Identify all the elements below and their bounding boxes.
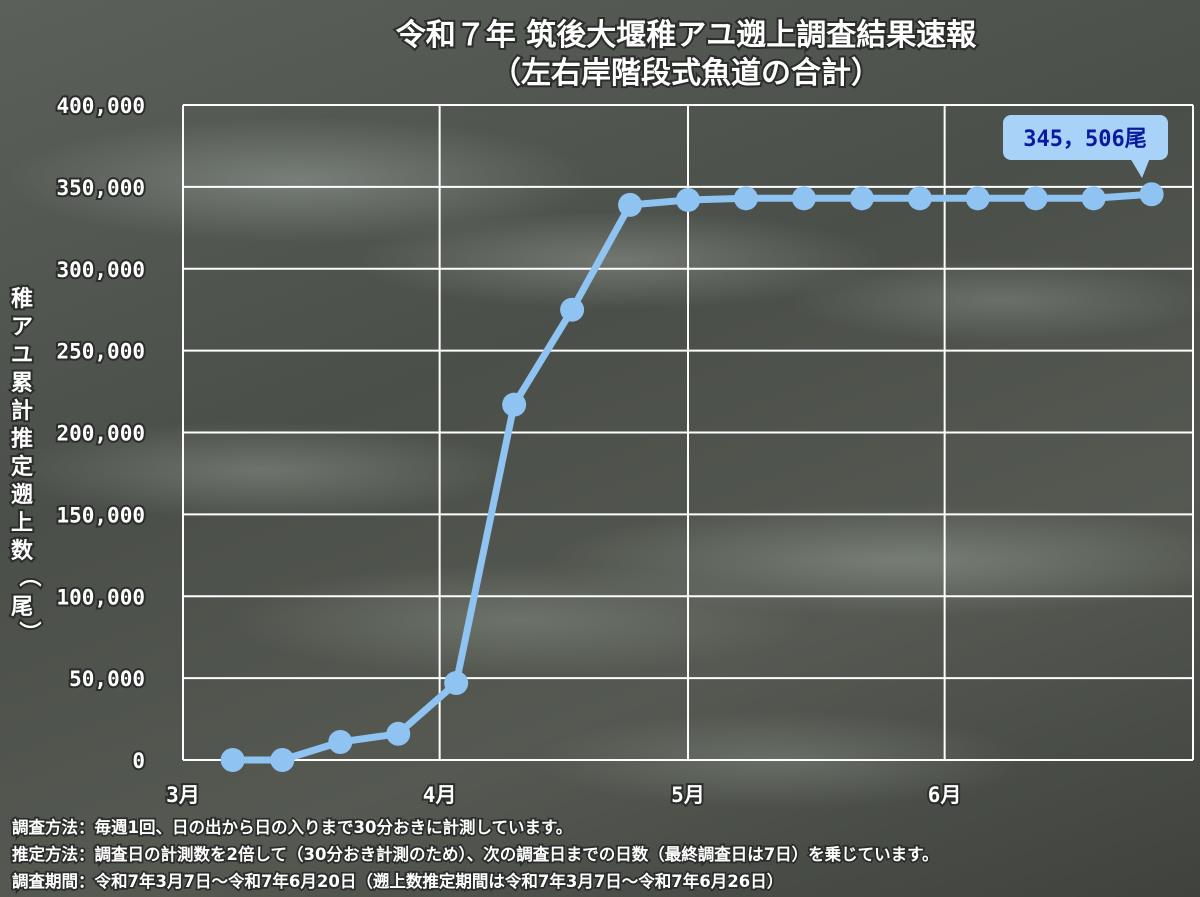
- data-point: [328, 729, 353, 754]
- chart-subtitle: （左右岸階段式魚道の合計）: [491, 56, 881, 91]
- y-tick-label: 100,000: [56, 585, 145, 609]
- note-method: 調査方法：毎週1回、日の出から日の入りまで30分おきに計測しています。: [12, 817, 572, 837]
- y-tick-label: 150,000: [56, 503, 145, 527]
- y-axis-label-char: ）: [16, 621, 41, 643]
- y-axis-label-char: ユ: [11, 343, 33, 368]
- note-period: 調査期間：令和7年3月7日～令和7年6月20日（遡上数推定期間は令和7年3月7日…: [12, 871, 783, 891]
- x-tick-label: 5月: [671, 783, 705, 807]
- x-axis-ticks: 3月 4月 5月 6月: [164, 781, 963, 809]
- callout-text: 345，506尾: [1023, 127, 1146, 152]
- y-axis-label-char: 上: [11, 511, 33, 536]
- value-callout: 345，506尾: [1003, 115, 1168, 178]
- data-point: [220, 748, 245, 772]
- data-point: [1081, 186, 1106, 211]
- y-axis-label-char: （: [16, 565, 41, 587]
- y-tick-label: 400,000: [56, 94, 145, 118]
- y-axis-label-char: 遡: [11, 482, 33, 508]
- y-tick-label: 250,000: [56, 340, 145, 364]
- data-point: [386, 721, 411, 746]
- data-point: [502, 392, 527, 417]
- data-point: [270, 748, 295, 772]
- x-tick-label: 6月: [928, 783, 962, 807]
- y-axis-label-char: 計: [11, 398, 33, 424]
- data-point: [1023, 186, 1048, 211]
- y-axis-label-char: 定: [11, 454, 33, 480]
- y-axis-label-char: 尾: [11, 595, 33, 620]
- data-point: [849, 186, 874, 211]
- y-axis-label-char: 推: [11, 427, 33, 452]
- y-tick-label: 200,000: [56, 422, 145, 446]
- series-line: [232, 190, 1152, 764]
- series: [220, 182, 1164, 772]
- data-point: [560, 297, 585, 322]
- data-point: [444, 671, 469, 696]
- data-point: [733, 186, 758, 211]
- y-axis-label-char: 数: [11, 538, 34, 564]
- y-tick-label: 0: [132, 749, 145, 773]
- y-axis-label-char: ア: [11, 315, 33, 340]
- note-estimation: 推定方法：調査日の計測数を2倍して（30分おき計測のため）、次の調査日までの日数…: [12, 844, 939, 864]
- callout-pointer: [1130, 158, 1150, 178]
- data-point: [618, 192, 643, 217]
- y-tick-label: 50,000: [69, 667, 145, 691]
- x-tick-label: 3月: [166, 783, 200, 807]
- chart-title: 令和７年 筑後大堰稚アユ遡上調査結果速報: [396, 18, 977, 53]
- y-axis-label-char: 累: [11, 371, 33, 396]
- x-tick-label: 4月: [423, 783, 457, 807]
- y-axis-ticks: 0 50,000 100,000 150,000 200,000 250,000 300,0…: [54, 92, 147, 775]
- y-tick-label: 300,000: [56, 258, 145, 282]
- y-tick-label: 350,000: [56, 176, 145, 200]
- data-point: [1139, 182, 1164, 207]
- data-point: [676, 187, 700, 212]
- y-axis-label-char: 稚: [11, 287, 33, 312]
- callout-box: [1003, 115, 1168, 160]
- gridlines: [182, 104, 1194, 761]
- data-point: [965, 186, 990, 211]
- data-point: [791, 186, 816, 211]
- data-point: [907, 186, 932, 211]
